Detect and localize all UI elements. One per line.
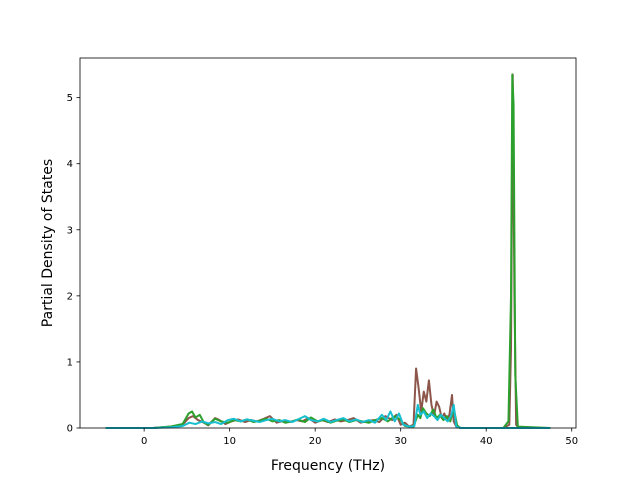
x-tick-label: 0: [141, 436, 147, 447]
y-tick-label: 0: [67, 424, 73, 435]
y-tick-label: 1: [67, 357, 73, 368]
plot-area: [79, 57, 577, 429]
y-axis-ticks: 0 1 2 3 4 5: [67, 93, 80, 435]
x-tick-label: 40: [480, 436, 493, 447]
x-axis-ticks: 0 10 20 30 40 50: [141, 428, 578, 447]
axes-background: [80, 58, 576, 428]
x-tick-label: 30: [394, 436, 407, 447]
series-layer: [105, 73, 551, 429]
x-tick-label: 50: [565, 436, 578, 447]
x-axis-title: Frequency (THz): [271, 458, 385, 474]
y-tick-label: 2: [67, 291, 73, 302]
y-axis-title: Partial Density of States: [40, 159, 56, 327]
y-tick-label: 5: [67, 93, 73, 104]
y-tick-label: 4: [67, 159, 73, 170]
x-tick-label: 20: [309, 436, 322, 447]
x-tick-label: 10: [223, 436, 236, 447]
series-line-3: [105, 403, 551, 429]
axes-frame: [79, 57, 577, 429]
y-tick-label: 3: [67, 225, 73, 236]
